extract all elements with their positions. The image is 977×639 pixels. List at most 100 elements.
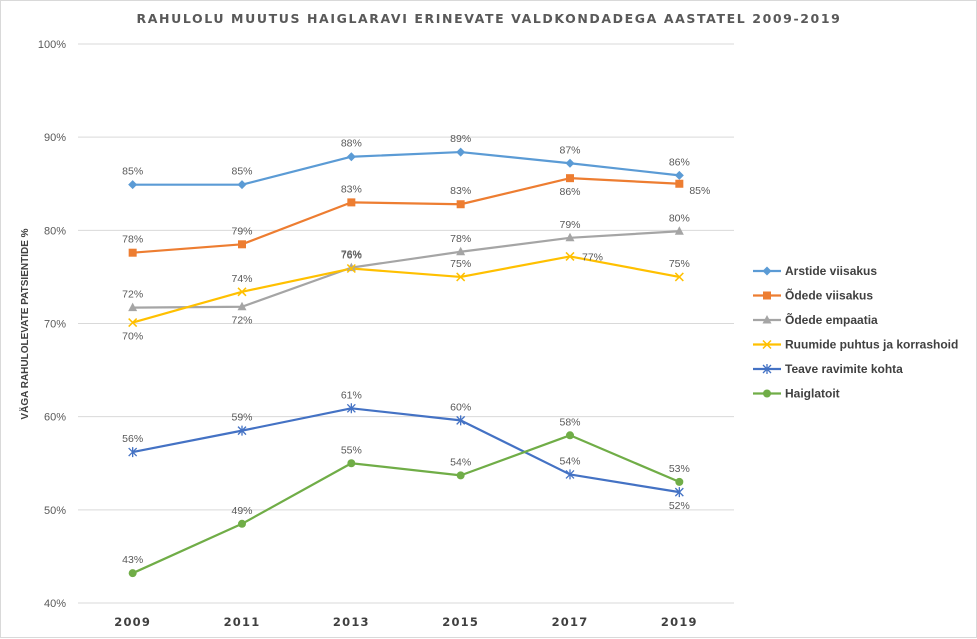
legend-x-marker: [762, 339, 772, 350]
y-tick-label: 40%: [44, 598, 66, 610]
y-tick-label: 70%: [44, 319, 66, 331]
x-marker: [237, 287, 247, 297]
data-label: 89%: [450, 133, 471, 145]
series-line: [132, 407, 680, 494]
series-line: [132, 255, 680, 324]
star-marker: [456, 415, 466, 426]
circle-marker: [347, 459, 356, 468]
circle-marker: [675, 477, 684, 486]
triangle-marker: [346, 262, 356, 272]
data-label: 55%: [341, 444, 362, 456]
square-marker: [675, 179, 684, 188]
data-label: 53%: [669, 463, 690, 475]
circle-marker: [128, 569, 137, 578]
legend-diamond-marker: [762, 266, 772, 276]
x-marker: [674, 272, 684, 282]
circle-marker: [566, 431, 574, 440]
data-label: 88%: [341, 138, 362, 150]
data-label: 72%: [231, 315, 252, 327]
data-label: 87%: [559, 144, 580, 156]
data-label: 80%: [669, 212, 690, 224]
legend-label: Haiglatoit: [785, 387, 840, 401]
star-marker: [237, 425, 247, 436]
data-label: 52%: [669, 500, 690, 512]
y-axis-ticks: 40% 50% 60% 70% 80% 90% 100%: [38, 39, 66, 610]
x-tick-label: 2011: [224, 615, 261, 629]
legend-label: Arstide viisakus: [785, 264, 877, 278]
x-tick-label: 2013: [333, 615, 370, 629]
diamond-marker: [456, 147, 466, 157]
data-labels: 85% 85% 88% 89% 87% 86% 78% 79% 83% 83% 86% 85% 72% 7…: [122, 133, 710, 566]
diamond-marker: [128, 180, 138, 190]
data-label: 60%: [450, 401, 471, 413]
chart-title: RAHULOLU MUUTUS HAIGLARAVI ERINEVATE VAL…: [137, 11, 842, 26]
diamond-marker: [346, 152, 356, 162]
x-marker: [565, 251, 575, 261]
data-label: 49%: [231, 505, 252, 517]
legend-circle-marker: [763, 389, 771, 398]
legend-label: Teave ravimite kohta: [785, 362, 903, 376]
data-label: 43%: [122, 554, 143, 566]
gridlines: [78, 43, 734, 604]
triangle-marker: [456, 246, 466, 256]
square-marker: [238, 240, 246, 249]
y-tick-label: 50%: [44, 505, 66, 517]
y-axis-label: VÄGA RAHULOLEVATE PATSIENTIDE %: [18, 228, 31, 419]
data-label: 85%: [231, 166, 252, 178]
legend-square-marker: [763, 291, 771, 300]
data-label: 54%: [559, 455, 580, 467]
legend-label: Õdede viisakus: [785, 288, 873, 303]
x-marker: [346, 264, 356, 274]
data-label: 78%: [450, 233, 471, 245]
square-marker: [566, 174, 574, 183]
data-label: 85%: [689, 185, 710, 197]
x-marker: [456, 272, 466, 282]
data-label: 59%: [231, 412, 252, 424]
circle-marker: [238, 519, 246, 528]
legend: Arstide viisakus Õdede viisakus Õdede empa…: [753, 264, 958, 401]
data-label: 86%: [669, 156, 690, 168]
y-tick-label: 100%: [38, 39, 66, 51]
series-line: [132, 177, 680, 254]
series-line: [132, 150, 680, 186]
legend-label: Õdede empaatia: [785, 312, 878, 327]
square-marker: [456, 200, 465, 209]
triangle-marker: [128, 302, 138, 312]
data-label: 79%: [231, 225, 252, 237]
series-lines: [132, 150, 680, 575]
data-label: 56%: [122, 433, 143, 445]
data-label: 83%: [341, 183, 362, 195]
data-label: 61%: [341, 389, 362, 401]
circle-marker: [456, 471, 465, 480]
diamond-marker: [674, 170, 684, 180]
data-label: 78%: [122, 234, 143, 246]
star-marker: [565, 469, 575, 480]
legend-triangle-marker: [762, 315, 772, 324]
x-tick-label: 2009: [114, 615, 151, 629]
x-tick-label: 2017: [552, 615, 589, 629]
diamond-marker: [565, 158, 575, 168]
diamond-marker: [237, 180, 247, 190]
x-axis-ticks: 2009 2011 2013 2015 2017 2019: [114, 615, 696, 629]
data-label: 76%: [341, 249, 362, 261]
square-marker: [128, 248, 137, 257]
series-markers: [128, 147, 684, 578]
data-label: 70%: [122, 331, 143, 343]
data-label: 83%: [450, 185, 471, 197]
data-label: 79%: [559, 219, 580, 231]
x-tick-label: 2015: [442, 615, 479, 629]
data-label: 74%: [231, 273, 252, 285]
data-label: 85%: [122, 166, 143, 178]
data-label: 75%: [669, 258, 690, 270]
series-line: [132, 230, 680, 309]
data-label: 72%: [122, 289, 143, 301]
y-tick-label: 90%: [44, 132, 66, 144]
data-label: 77%: [582, 251, 603, 263]
square-marker: [347, 198, 356, 207]
star-marker: [346, 403, 356, 414]
triangle-marker: [565, 232, 575, 242]
x-marker: [128, 318, 138, 328]
star-marker: [128, 447, 138, 458]
